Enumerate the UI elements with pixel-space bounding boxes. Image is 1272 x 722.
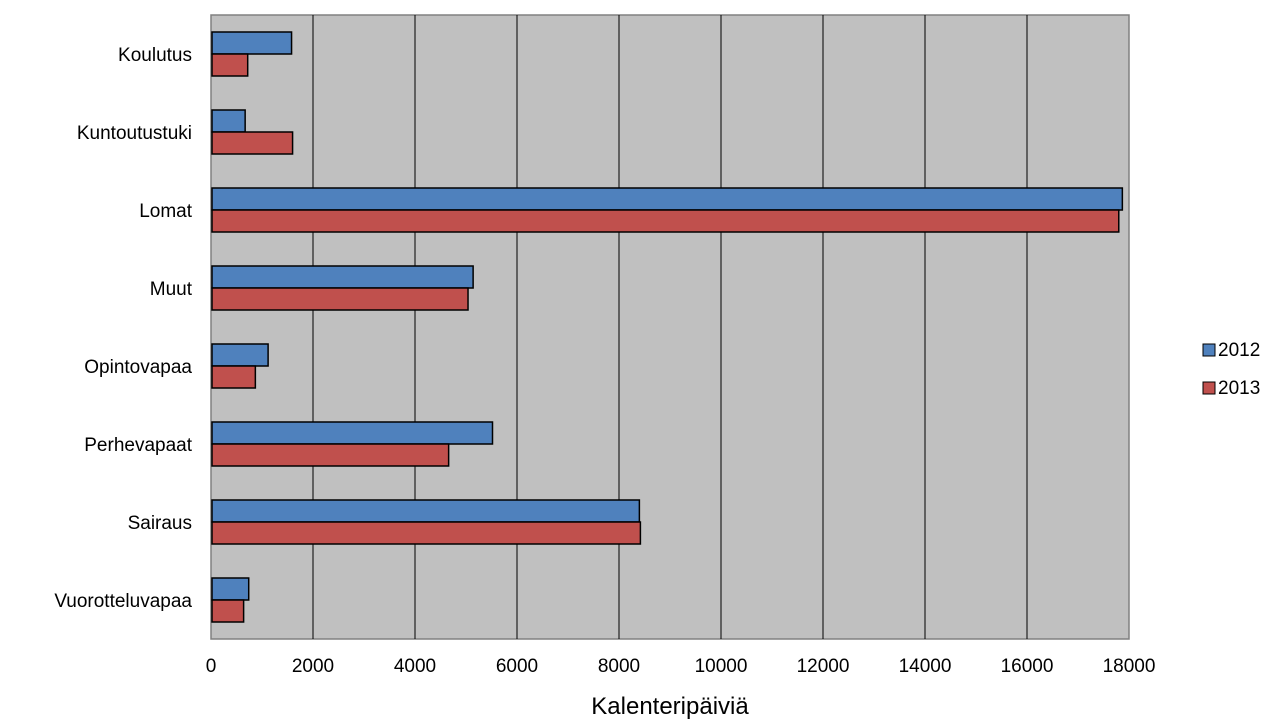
bar-2013-sairaus: [211, 521, 642, 545]
x-tick-label: 8000: [598, 656, 640, 677]
category-label: Sairaus: [128, 513, 192, 534]
bar-2012-kuntoutustuki: [211, 109, 246, 133]
x-tick-label: 16000: [1001, 656, 1054, 677]
category-labels: Koulutus Kuntoutustuki Lomat Muut Opintovapa…: [54, 45, 192, 612]
x-tick-label: 12000: [797, 656, 850, 677]
bar-2013-lomat: [211, 209, 1120, 233]
bar-2012-opintovapaa: [211, 343, 269, 367]
bar-2012-lomat: [211, 187, 1124, 211]
plot-area: [210, 14, 1130, 640]
gridlines: [312, 15, 1028, 639]
legend-swatch-2013: [1202, 381, 1216, 395]
category-label: Koulutus: [118, 45, 192, 66]
x-tick-label: 0: [206, 656, 217, 677]
bar-2012-koulutus: [211, 31, 293, 55]
category-label: Opintovapaa: [84, 357, 192, 378]
category-label: Perhevapaat: [84, 435, 192, 456]
x-tick-label: 6000: [496, 656, 538, 677]
bar-2013-perhevapaat: [211, 443, 450, 467]
bar-2013-kuntoutustuki: [211, 131, 294, 155]
x-tick-label: 2000: [292, 656, 334, 677]
legend: 2012 2013: [1202, 340, 1260, 399]
x-tick-label: 14000: [899, 656, 952, 677]
category-label: Kuntoutustuki: [77, 123, 192, 144]
bar-2013-opintovapaa: [211, 365, 257, 389]
x-tick-label: 18000: [1103, 656, 1156, 677]
category-label: Vuorotteluvapaa: [54, 591, 192, 612]
bar-2012-perhevapaat: [211, 421, 494, 445]
bars: [211, 31, 1124, 623]
legend-label: 2012: [1218, 340, 1260, 361]
legend-label: 2013: [1218, 378, 1260, 399]
bar-2013-muut: [211, 287, 469, 311]
bar-2012-sairaus: [211, 499, 641, 523]
x-tick-label: 4000: [394, 656, 436, 677]
bar-2012-muut: [211, 265, 474, 289]
bar-2012-vuorotteluvapaa: [211, 577, 250, 601]
category-label: Muut: [150, 279, 193, 300]
category-label: Lomat: [139, 201, 193, 222]
bar-2013-koulutus: [211, 53, 249, 77]
x-tick-labels: 0 2000 4000 6000 8000 10000 12000 14000 16000 180…: [206, 656, 1156, 677]
legend-swatch-2012: [1202, 343, 1216, 357]
x-axis-title: Kalenteripäiviä: [591, 693, 749, 720]
x-tick-label: 10000: [695, 656, 748, 677]
bar-2013-vuorotteluvapaa: [211, 599, 245, 623]
